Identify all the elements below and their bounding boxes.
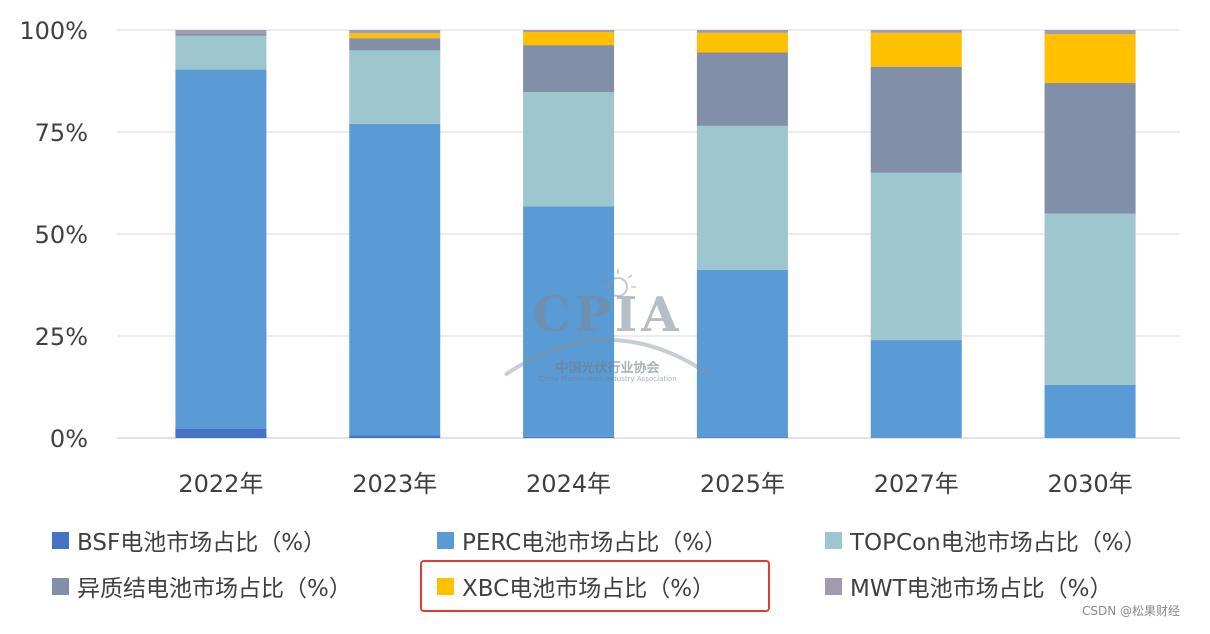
x-tick-label: 2022年 bbox=[178, 470, 263, 498]
legend-item: XBC电池市场占比（%） bbox=[420, 560, 770, 612]
y-axis-ticks: 0% 25% 50% 75% 100% bbox=[19, 17, 88, 453]
legend-swatch bbox=[437, 532, 454, 549]
bar-segment bbox=[1044, 30, 1136, 35]
y-tick-label: 0% bbox=[50, 425, 88, 453]
y-tick-label: 50% bbox=[35, 221, 88, 249]
legend-label: PERC电池市场占比（%） bbox=[462, 530, 727, 556]
legend: BSF电池市场占比（%） PERC电池市场占比（%） TOPCon电池市场占比（%）… bbox=[52, 530, 1147, 612]
bar-segment bbox=[523, 206, 615, 437]
bar-segment bbox=[696, 32, 788, 53]
legend-label: XBC电池市场占比（%） bbox=[462, 576, 715, 602]
bar-segment bbox=[175, 30, 267, 34]
y-tick-label: 100% bbox=[19, 17, 88, 45]
bar-segment bbox=[175, 69, 267, 429]
bar-segment bbox=[175, 428, 267, 438]
bar-segment bbox=[175, 33, 267, 36]
bar-segment bbox=[1044, 34, 1136, 84]
x-tick-label: 2023年 bbox=[352, 470, 437, 498]
bar-segment bbox=[523, 30, 615, 33]
bar-segment bbox=[696, 52, 788, 126]
legend-item: MWT电池市场占比（%） bbox=[825, 576, 1113, 602]
legend-swatch bbox=[52, 532, 69, 549]
bar-segment bbox=[175, 35, 267, 70]
bar-segment bbox=[523, 32, 615, 46]
legend-swatch bbox=[825, 578, 842, 595]
legend-label: 异质结电池市场占比（%） bbox=[77, 576, 352, 602]
x-axis-ticks: 2022年 2023年 2024年 2025年 2027年 2030年 bbox=[178, 470, 1132, 498]
bar-segment bbox=[870, 32, 962, 67]
bar-segment bbox=[523, 92, 615, 207]
x-tick-label: 2027年 bbox=[874, 470, 959, 498]
bar-segment bbox=[1044, 83, 1136, 214]
x-tick-label: 2030年 bbox=[1048, 470, 1133, 498]
y-tick-label: 75% bbox=[35, 119, 88, 147]
legend-swatch bbox=[437, 578, 454, 595]
bar-segment bbox=[870, 66, 962, 173]
highlight-box bbox=[420, 560, 770, 612]
bar-segment bbox=[1044, 213, 1136, 385]
bar-segment bbox=[349, 50, 441, 124]
legend-item: TOPCon电池市场占比（%） bbox=[825, 530, 1147, 556]
bar-segment bbox=[696, 125, 788, 270]
bar-segment bbox=[870, 172, 962, 341]
bar-segment bbox=[870, 30, 962, 33]
bar-segment bbox=[349, 123, 441, 436]
bar-segment bbox=[696, 437, 788, 438]
bar-segment bbox=[349, 38, 441, 51]
source-credit: CSDN @松果财经 bbox=[1081, 604, 1180, 618]
bar-segment bbox=[870, 340, 962, 438]
legend-item: PERC电池市场占比（%） bbox=[437, 530, 727, 556]
x-tick-label: 2025年 bbox=[700, 470, 785, 498]
bar-segment bbox=[349, 33, 441, 39]
bar-segment bbox=[696, 30, 788, 33]
bar-segment bbox=[349, 435, 441, 438]
legend-label: MWT电池市场占比（%） bbox=[850, 576, 1113, 602]
y-tick-label: 25% bbox=[35, 323, 88, 351]
bar-segment bbox=[696, 269, 788, 438]
x-tick-label: 2024年 bbox=[526, 470, 611, 498]
bar-segment bbox=[349, 30, 441, 34]
bar-segment bbox=[523, 436, 615, 438]
bars bbox=[175, 30, 1136, 438]
legend-swatch bbox=[52, 578, 69, 595]
legend-item: 异质结电池市场占比（%） bbox=[52, 576, 352, 602]
gridlines bbox=[117, 29, 1180, 439]
bar-segment bbox=[523, 45, 615, 93]
legend-label: BSF电池市场占比（%） bbox=[77, 530, 326, 556]
bar-segment bbox=[1044, 384, 1136, 438]
legend-swatch bbox=[825, 532, 842, 549]
legend-label: TOPCon电池市场占比（%） bbox=[849, 530, 1147, 556]
legend-item: BSF电池市场占比（%） bbox=[52, 530, 326, 556]
